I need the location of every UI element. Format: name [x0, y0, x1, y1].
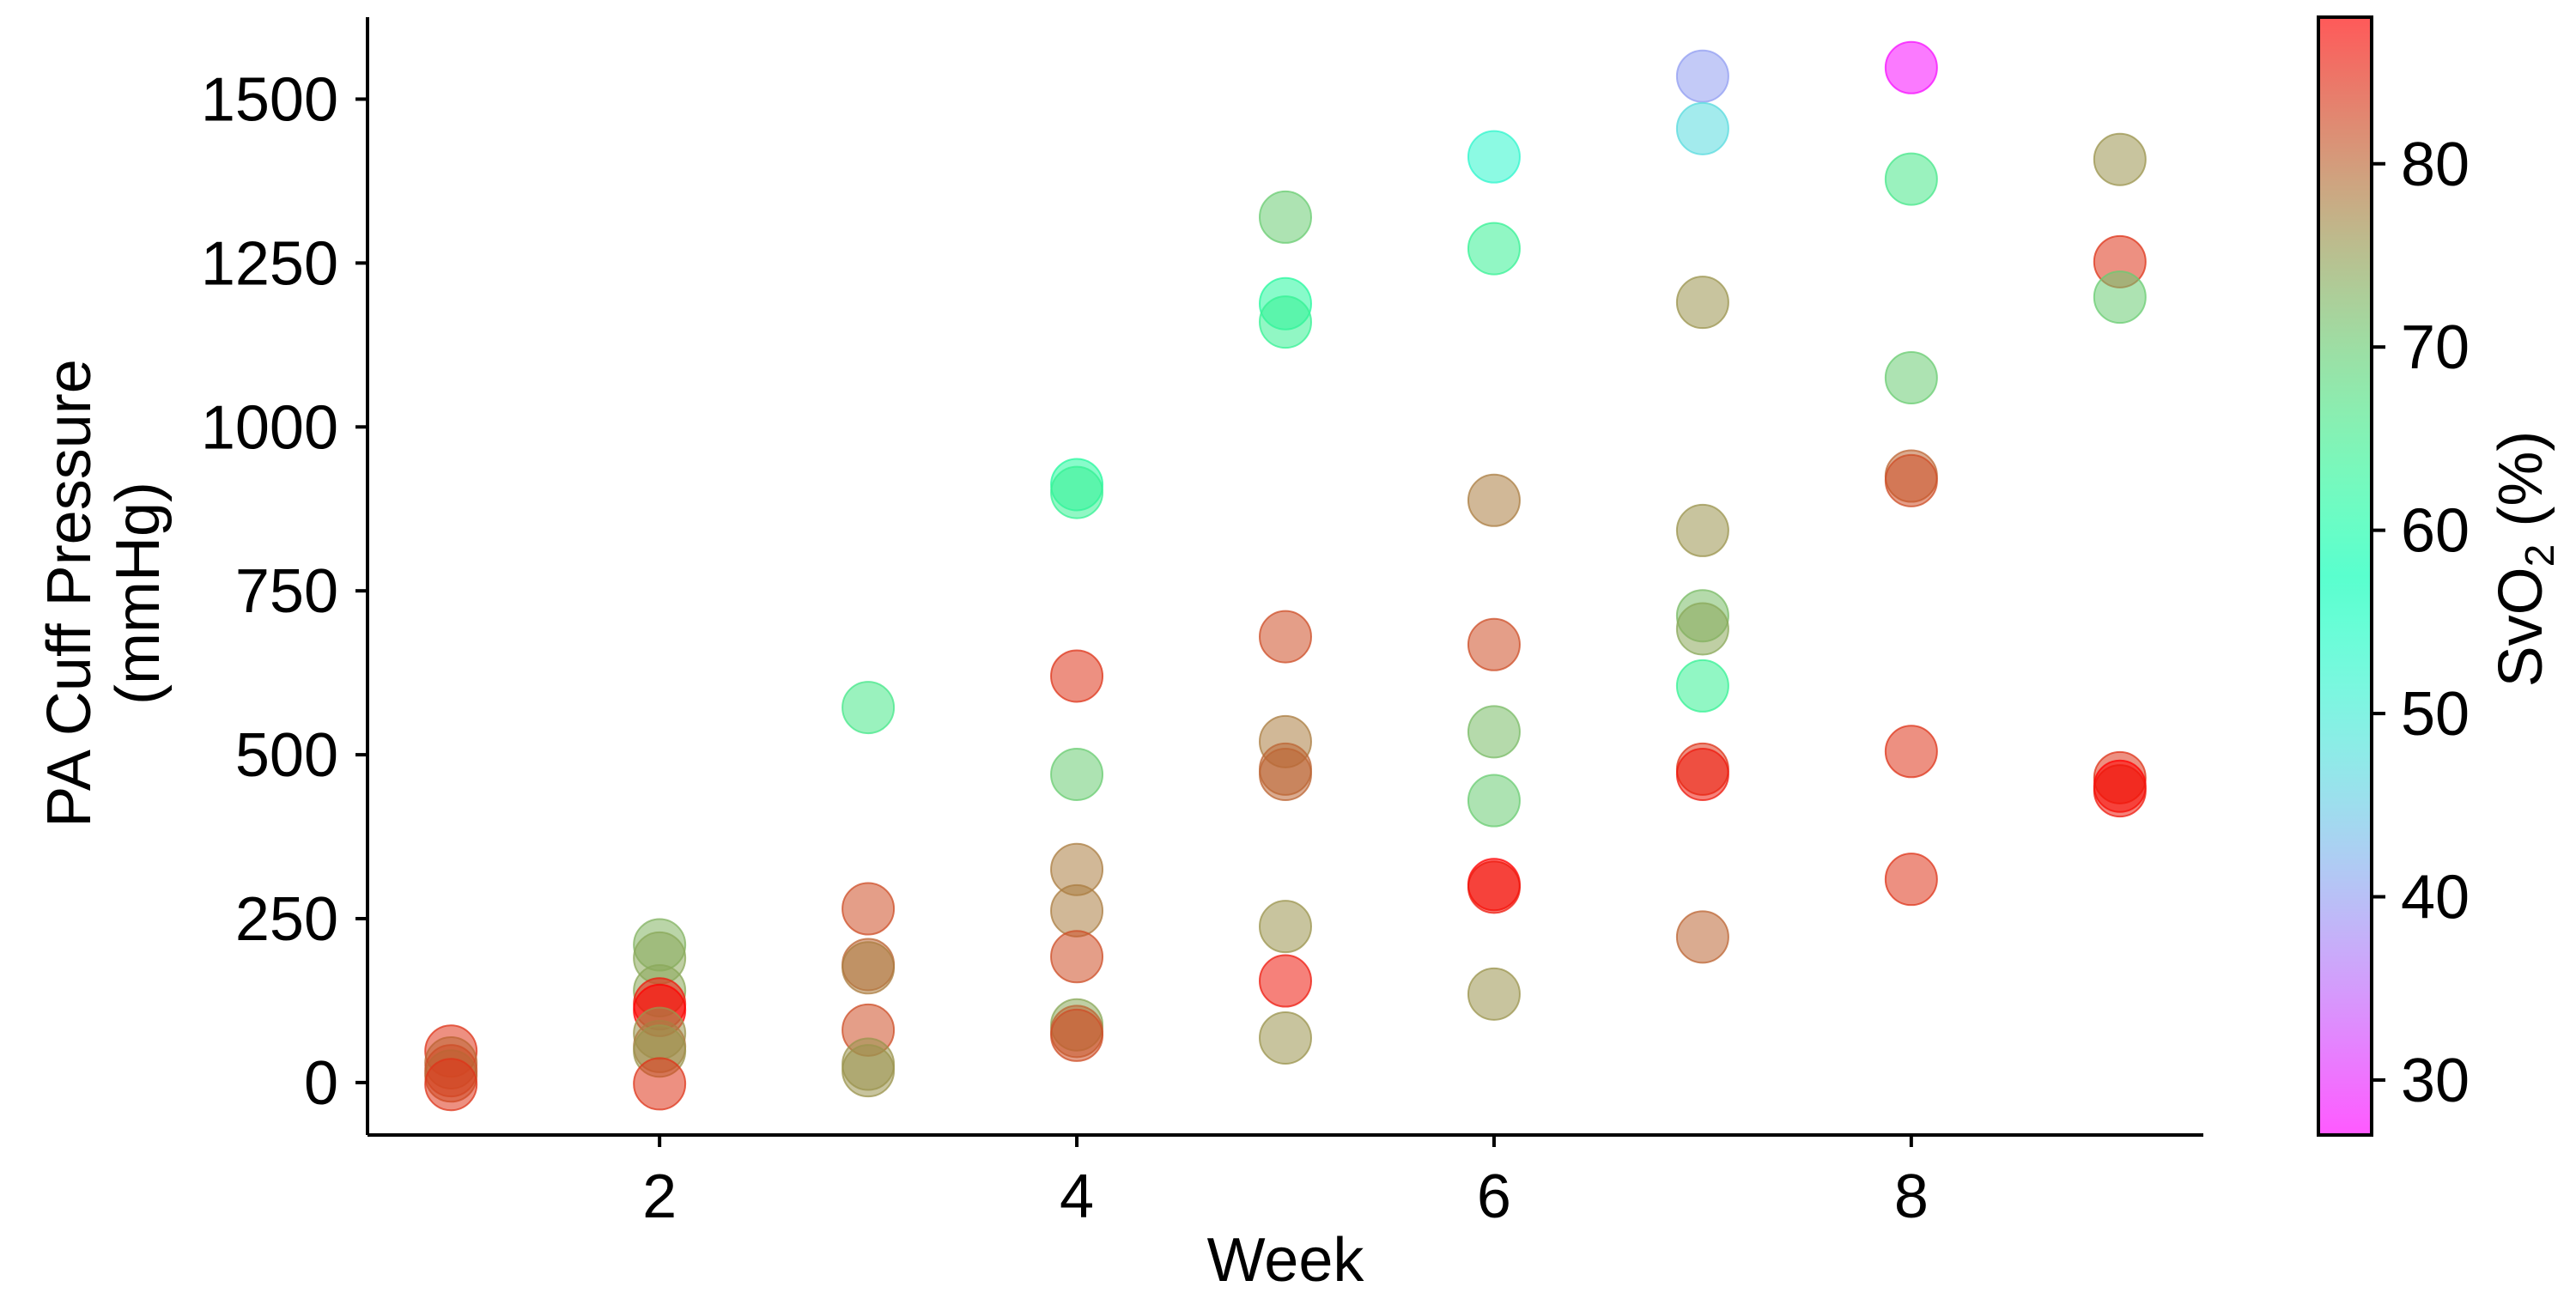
x-axis-label: Week	[1207, 1226, 1365, 1295]
data-point-46	[1467, 774, 1521, 828]
data-point-31	[1259, 190, 1312, 244]
data-point-15	[841, 882, 896, 936]
data-point-65	[1884, 725, 1938, 779]
data-point-72	[2093, 764, 2147, 818]
y-tick-label-3: 750	[235, 557, 338, 626]
data-point-38	[1259, 900, 1312, 954]
data-point-53	[1675, 503, 1729, 557]
data-point-42	[1467, 222, 1521, 276]
x-tick-label-2: 6	[1477, 1162, 1511, 1231]
data-point-56	[1675, 659, 1729, 713]
data-point-39	[1259, 954, 1312, 1008]
colorbar: 30 40 50 60 70 80 SvO2 (%)	[2317, 15, 2563, 1137]
data-point-27	[1050, 930, 1104, 984]
colorbar-label-unit: (%)	[2487, 431, 2555, 544]
data-point-58	[1675, 748, 1729, 801]
data-point-34	[1259, 610, 1312, 664]
colorbar-tick-label-2: 50	[2401, 680, 2470, 749]
colorbar-label-main: SvO	[2487, 567, 2555, 687]
data-point-45	[1467, 705, 1521, 759]
data-point-59	[1675, 910, 1729, 964]
data-points	[424, 40, 2147, 1112]
y-tick-label-2: 500	[235, 721, 338, 790]
y-tick-label-4: 1000	[201, 393, 338, 462]
data-point-55	[1675, 602, 1729, 656]
y-tick-label-6: 1500	[201, 65, 338, 134]
data-point-20	[841, 1044, 896, 1098]
y-tick-label-0: 0	[304, 1049, 338, 1118]
colorbar-ticks: 30 40 50 60 70 80	[2372, 130, 2470, 1115]
colorbar-tick-label-0: 30	[2401, 1047, 2470, 1115]
colorbar-gradient	[2317, 15, 2373, 1137]
data-point-51	[1675, 101, 1729, 155]
x-tick-label-1: 4	[1060, 1162, 1094, 1231]
x-tick-label-0: 2	[642, 1162, 677, 1231]
y-axis-label: PA Cuff Pressure (mmHg)	[35, 359, 173, 828]
data-point-4	[424, 1058, 478, 1112]
data-point-64	[1884, 453, 1938, 507]
y-axis-label-line1: PA Cuff Pressure	[35, 359, 104, 828]
axis-labels: Week PA Cuff Pressure (mmHg)	[35, 359, 1364, 1295]
data-point-30	[1050, 1008, 1104, 1062]
data-point-13	[633, 1057, 687, 1111]
colorbar-tick-label-3: 60	[2401, 497, 2470, 566]
data-point-48	[1467, 860, 1521, 914]
colorbar-tick-label-1: 40	[2401, 864, 2470, 932]
data-point-60	[1884, 40, 1938, 94]
y-tick-label-1: 250	[235, 885, 338, 954]
colorbar-tick-label-5: 80	[2401, 130, 2470, 199]
data-point-23	[1050, 649, 1104, 703]
data-point-17	[841, 941, 896, 995]
x-tick-label-3: 8	[1894, 1162, 1929, 1231]
data-point-37	[1259, 748, 1312, 801]
data-point-40	[1259, 1011, 1312, 1065]
data-point-50	[1675, 49, 1729, 103]
data-point-41	[1467, 130, 1521, 184]
y-axis-label-line2: (mmHg)	[104, 482, 173, 705]
data-point-33	[1259, 295, 1312, 349]
data-point-26	[1050, 883, 1104, 938]
data-point-14	[841, 681, 896, 735]
data-point-62	[1884, 351, 1938, 404]
y-tick-label-5: 1250	[201, 229, 338, 298]
data-point-66	[1884, 853, 1938, 907]
data-point-49	[1467, 967, 1521, 1021]
colorbar-tick-label-4: 70	[2401, 313, 2470, 382]
data-point-69	[2093, 270, 2147, 325]
data-point-67	[2093, 132, 2147, 186]
data-point-43	[1467, 473, 1521, 527]
data-point-44	[1467, 617, 1521, 671]
colorbar-label-subscript: 2	[2518, 544, 2563, 567]
data-point-61	[1884, 152, 1938, 206]
axes: 2 4 6 8 0 250 500 750 1000 1250 1500	[201, 17, 2203, 1231]
colorbar-label: SvO2 (%)	[2487, 431, 2563, 688]
data-point-52	[1675, 276, 1729, 330]
data-point-24	[1050, 748, 1104, 801]
data-point-22	[1050, 465, 1104, 519]
